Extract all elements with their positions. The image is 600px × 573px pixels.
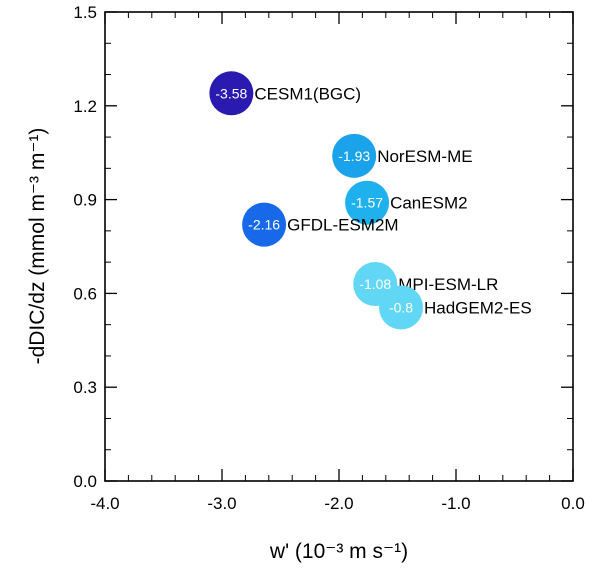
point-marker — [209, 71, 254, 116]
point-marker — [332, 133, 377, 178]
point-value-label: -2.16 — [248, 217, 280, 233]
x-tick-label: 0.0 — [561, 494, 585, 513]
point-marker — [379, 285, 424, 330]
data-points: -3.58 CESM1(BGC) -1.93 NorESM-ME -1.57 CanESM… — [209, 71, 532, 330]
point-value-label: -3.58 — [215, 85, 247, 101]
point-marker — [242, 202, 287, 247]
plot-frame — [104, 11, 574, 482]
data-point: -2.16 GFDL-ESM2M — [242, 202, 399, 247]
point-value-label: -0.8 — [389, 299, 413, 315]
point-name-label: CanESM2 — [390, 194, 467, 213]
data-point: -1.57 CanESM2 — [345, 180, 468, 225]
point-name-label: GFDL-ESM2M — [287, 216, 398, 235]
x-tick-label: -2.0 — [324, 494, 353, 513]
y-tick-label: 1.2 — [73, 97, 97, 116]
x-tick-label: -3.0 — [207, 494, 236, 513]
y-tick-label: 0.3 — [73, 378, 97, 397]
point-value-label: -1.93 — [338, 148, 370, 164]
x-tick-label: -1.0 — [441, 494, 470, 513]
point-name-label: NorESM-ME — [377, 147, 472, 166]
data-point: -0.8 HadGEM2-ES — [379, 285, 532, 330]
x-tick-label: -4.0 — [90, 494, 119, 513]
point-name-label: HadGEM2-ES — [424, 298, 532, 317]
y-tick-label: 0.0 — [73, 472, 97, 491]
axis-ticks — [104, 11, 574, 482]
data-point: -3.58 CESM1(BGC) — [209, 71, 361, 116]
y-axis-title: -dDIC/dz (mmol m⁻³ m⁻¹) — [26, 128, 49, 365]
y-tick-label: 0.6 — [73, 284, 97, 303]
data-point: -1.93 NorESM-ME — [332, 133, 473, 178]
point-name-label: MPI-ESM-LR — [398, 275, 498, 294]
point-marker — [345, 180, 390, 225]
point-value-label: -1.08 — [359, 276, 391, 292]
axis-tick-labels: -4.0 -3.0 -2.0 -1.0 0.0 0.0 0.3 0.6 0.9 1.2 1.5 — [73, 3, 584, 513]
y-tick-label: 1.5 — [73, 3, 97, 22]
y-tick-label: 0.9 — [73, 191, 97, 210]
x-axis-title: w' (10⁻³ m s⁻¹) — [269, 540, 408, 563]
point-value-label: -1.57 — [351, 195, 383, 211]
point-name-label: CESM1(BGC) — [254, 84, 361, 103]
